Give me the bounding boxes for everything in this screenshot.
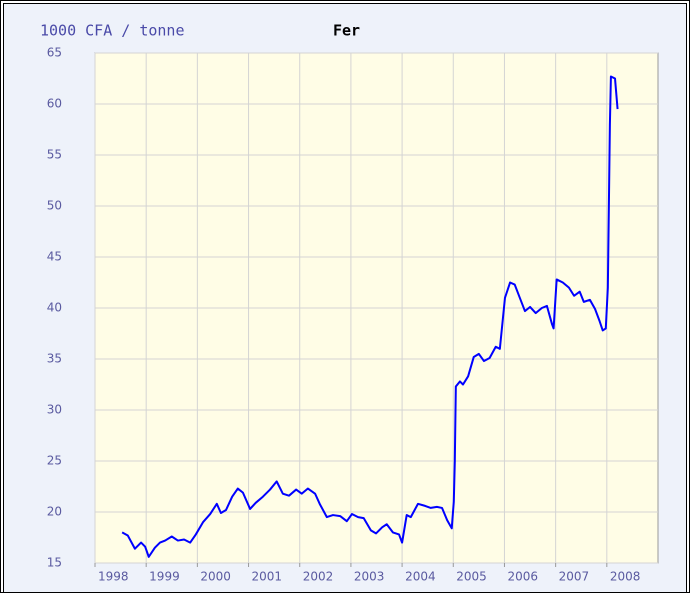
y-axis-label: 1000 CFA / tonne	[40, 22, 185, 40]
y-tick-label: 45	[47, 250, 62, 264]
data-line	[121, 75, 619, 558]
y-tick-label: 35	[47, 352, 62, 366]
chart-title: Fer	[333, 22, 360, 40]
marks	[121, 75, 619, 558]
y-tick-label: 65	[47, 46, 62, 60]
y-tick-label: 25	[47, 454, 62, 468]
y-tick-label: 15	[47, 556, 62, 570]
y-tick-label: 30	[47, 403, 62, 417]
x-tick-label: 2008	[610, 570, 641, 584]
x-tick-label: 1998	[98, 570, 129, 584]
y-tick-label: 55	[47, 148, 62, 162]
x-tick-label: 2005	[456, 570, 487, 584]
x-tick-label: 1999	[149, 570, 180, 584]
x-tick-label: 2004	[405, 570, 436, 584]
x-tick-label: 2001	[252, 570, 283, 584]
x-tick-label: 2006	[507, 570, 538, 584]
grid: 15 20 25 30 35 40 45 50 55 60 65 1998 1999 2000 2001 20…	[47, 46, 658, 584]
x-tick-label: 2000	[200, 570, 231, 584]
x-tick-label: 2003	[354, 570, 385, 584]
y-tick-label: 20	[47, 505, 62, 519]
y-tick-label: 60	[47, 97, 62, 111]
x-tick-label: 2007	[559, 570, 590, 584]
x-tick-label: 2002	[303, 570, 334, 584]
y-tick-label: 40	[47, 301, 62, 315]
y-tick-label: 50	[47, 199, 62, 213]
